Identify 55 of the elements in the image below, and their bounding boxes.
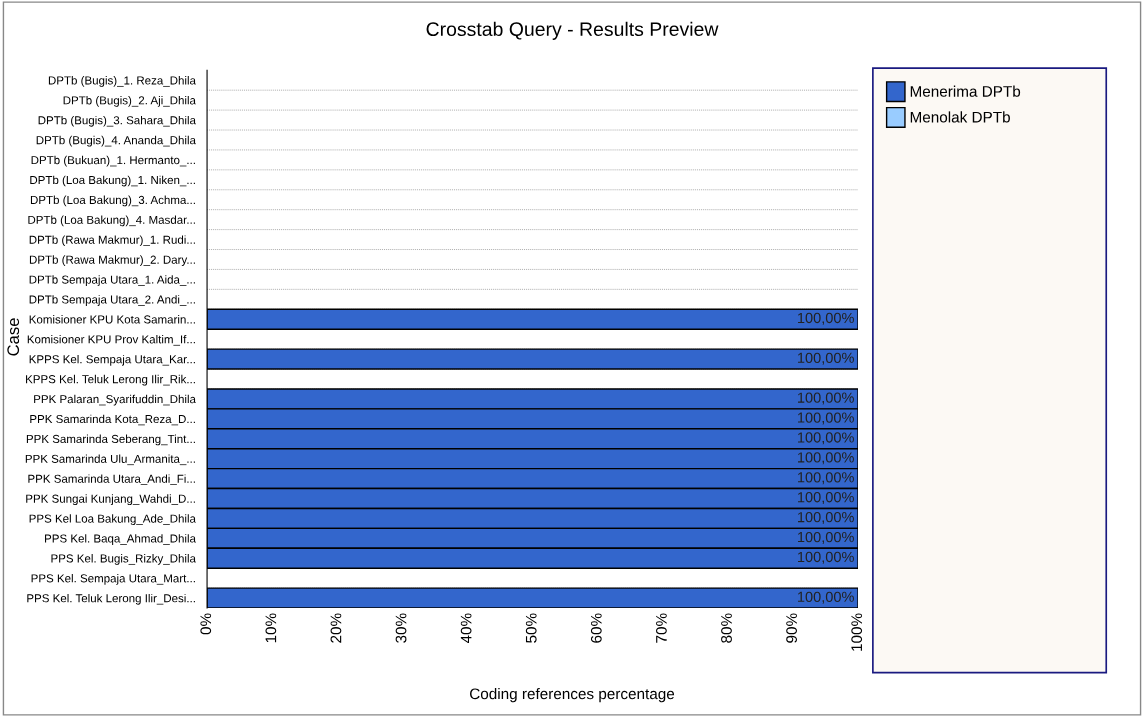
y-tick-label: DPTb (Bugis)_2. Aji_Dhila <box>63 95 196 107</box>
x-tick-label: 10% <box>265 613 277 643</box>
y-tick-label: PPK Sungai Kunjang_Wahdi_D... <box>26 494 195 506</box>
y-tick-label: DPTb (Bugis)_4. Ananda_Dhila <box>36 135 196 147</box>
y-tick-label: DPTb Sempaja Utara_2. Andi_... <box>29 295 195 306</box>
data-label: 100,00% <box>798 312 854 325</box>
x-tick-label: 80% <box>721 613 732 643</box>
y-tick-label: DPTb (Loa Bakung)_3. Achma... <box>30 195 195 207</box>
y-tick-label: PPK Palaran_Syarifuddin_Dhila <box>34 394 196 406</box>
x-tick-label: 30% <box>395 613 407 643</box>
y-tick-label: PPK Samarinda Kota_Reza_D... <box>30 414 195 426</box>
y-tick-label: PPK Samarinda Seberang_Tint... <box>26 434 195 446</box>
chart-title: Crosstab Query - Results Preview <box>426 21 719 40</box>
data-label: 100,00% <box>798 531 854 544</box>
data-label: 100,00% <box>798 591 854 604</box>
legend-label: Menolak DPTb <box>910 111 1010 123</box>
y-tick-label: DPTb (Bukuan)_1. Hermanto_... <box>31 155 195 167</box>
y-tick-label: KPPS Kel. Sempaja Utara_Kar... <box>29 354 195 366</box>
x-tick-label: 100% <box>851 613 863 651</box>
data-label: 100,00% <box>798 432 854 445</box>
x-tick-label: 90% <box>786 613 798 643</box>
x-tick-label: 50% <box>525 613 537 643</box>
y-tick-label: PPK Samarinda Ulu_Armanita_... <box>25 454 195 466</box>
y-tick-label: DPTb Sempaja Utara_1. Aida_... <box>29 275 195 286</box>
data-label: 100,00% <box>798 352 854 365</box>
y-tick-label: PPS Kel. Bugis_Rizky_Dhila <box>51 554 196 565</box>
data-label: 100,00% <box>798 511 854 525</box>
y-tick-label: DPTb (Rawa Makmur)_2. Dary... <box>29 255 195 267</box>
y-tick-label: KPPS Kel. Teluk Lerong Ilir_Rik... <box>26 374 195 386</box>
y-tick-label: PPS Kel. Teluk Lerong Ilir_Desi... <box>27 593 195 605</box>
x-tick-label: 20% <box>330 613 342 643</box>
y-tick-label: DPTb (Rawa Makmur)_1. Rudi... <box>29 235 195 247</box>
y-tick-label: Komisioner KPU Prov Kaltim_If... <box>27 334 195 346</box>
x-tick-label: 70% <box>656 613 667 643</box>
data-label: 100,00% <box>798 472 854 485</box>
x-tick-label: 40% <box>460 613 472 644</box>
y-tick-label: DPTb (Bugis)_3. Sahara_Dhila <box>38 115 196 127</box>
y-tick-label: DPTb (Loa Bakung)_1. Niken_... <box>30 175 195 187</box>
y-tick-label: Komisioner KPU Kota Samarin... <box>29 315 195 324</box>
x-tick-label: 60% <box>590 613 602 643</box>
y-axis-title: Case <box>7 318 20 356</box>
x-tick-label: 0% <box>200 613 212 635</box>
y-tick-label: DPTb (Bugis)_1. Reza_Dhila <box>48 76 196 87</box>
data-label: 100,00% <box>798 551 854 564</box>
y-tick-label: DPTb (Loa Bakung)_4. Masdar... <box>28 215 195 227</box>
y-tick-label: PPK Samarinda Utara_Andi_Fi... <box>28 474 195 486</box>
y-tick-label: PPS Kel Loa Bakung_Ade_Dhila <box>29 514 196 525</box>
data-label: 100,00% <box>798 452 854 465</box>
data-label: 100,00% <box>798 492 854 505</box>
legend-label: Menerima DPTb <box>910 85 1021 97</box>
y-tick-label: PPS Kel. Baqa_Ahmad_Dhila <box>45 534 196 545</box>
data-label: 100,00% <box>798 392 854 405</box>
y-tick-label: PPS Kel. Sempaja Utara_Mart... <box>31 573 195 585</box>
data-label: 100,00% <box>798 412 854 425</box>
x-axis-title: Coding references percentage <box>470 688 675 703</box>
